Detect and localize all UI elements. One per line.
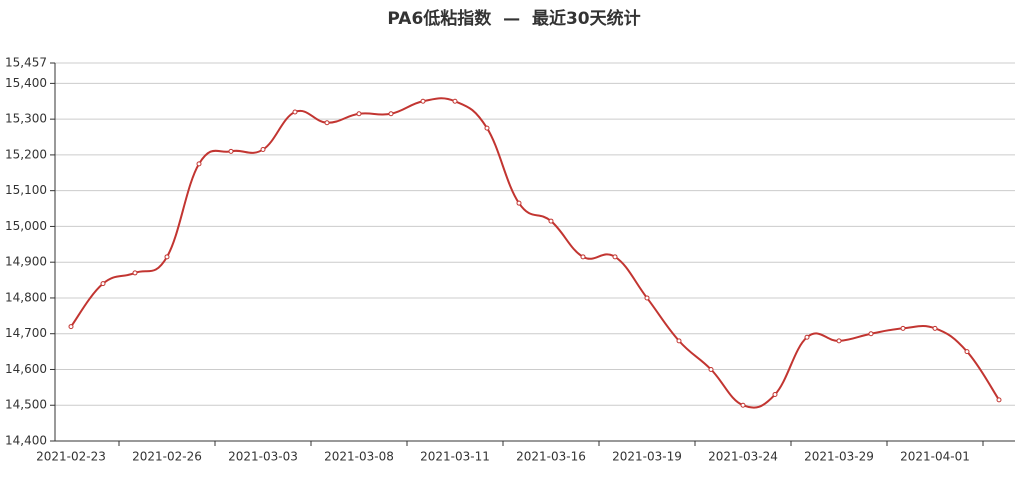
x-tick-label: 2021-03-16 [516,450,586,464]
point [900,325,906,331]
y-tick-label: 14,800 [5,290,47,304]
point [740,402,746,408]
x-tick-label: 2021-03-08 [324,450,394,464]
point [420,98,426,104]
x-tick-label: 2021-03-24 [708,450,778,464]
x-tick-label: 2021-04-01 [900,450,970,464]
point [836,338,842,344]
y-tick-label: 15,100 [5,183,47,197]
x-tick-label: 2021-02-26 [132,450,202,464]
y-tick-label: 14,900 [5,255,47,269]
point [452,98,458,104]
y-tick-label: 14,400 [5,434,47,448]
x-tick-label: 2021-02-23 [36,450,106,464]
point [516,200,522,206]
y-tick-label: 14,500 [5,398,47,412]
point [868,331,874,337]
point [804,334,810,340]
point [676,338,682,344]
y-tick-label: 14,700 [5,326,47,340]
point [548,218,554,224]
y-tick-label: 15,400 [5,76,47,90]
x-tick-label: 2021-03-19 [612,450,682,464]
y-tick-label: 15,300 [5,112,47,126]
point [612,254,618,260]
x-tick-label: 2021-03-11 [420,450,490,464]
point [484,125,490,131]
y-tick-label: 15,000 [5,219,47,233]
line [70,97,1000,409]
y-tick-label: 15,200 [5,147,47,161]
point [388,111,394,117]
point [196,161,202,167]
point [708,366,714,372]
point [292,109,298,115]
point [260,147,266,153]
point [932,325,938,331]
y-tick-label: 15,457 [5,56,47,70]
y-tick-label: 14,600 [5,362,47,376]
chart-title: PA6低粘指数 — 最近30天统计 [387,8,640,29]
point [228,148,234,154]
point [772,392,778,398]
x-tick-label: 2021-03-03 [228,450,298,464]
point [324,120,330,126]
point [132,270,138,276]
point [68,324,74,330]
point [644,295,650,301]
point [100,281,106,287]
point [996,397,1002,403]
point [964,349,970,355]
point [164,254,170,260]
point [356,111,362,117]
x-tick-label: 2021-03-29 [804,450,874,464]
point [580,254,586,260]
